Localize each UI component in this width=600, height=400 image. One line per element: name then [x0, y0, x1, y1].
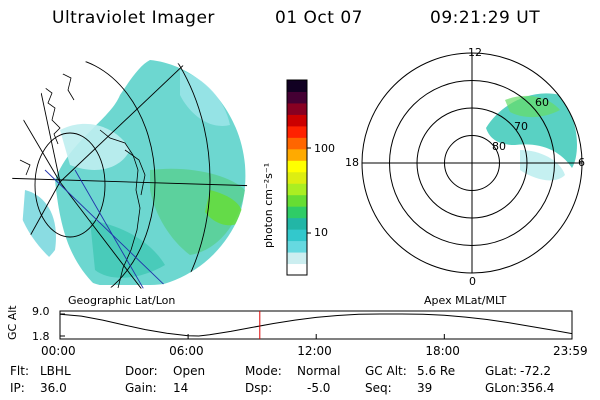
polar-label-left: 18 — [345, 156, 359, 169]
colorbar-tick-10: 10 — [314, 226, 328, 239]
satellite-track — [44, 169, 181, 289]
polar-lat-60: 60 — [535, 96, 549, 109]
colorbar-swatch — [287, 114, 307, 127]
footer-label: Seq: — [365, 381, 392, 395]
footer-value: 39 — [417, 381, 433, 395]
footer-label: Door: — [125, 364, 158, 378]
geographic-caption: Geographic Lat/Lon — [68, 294, 176, 307]
x-tick-label: 06:00 — [169, 344, 204, 358]
apex-caption: Apex MLat/MLT — [424, 294, 507, 307]
colorbar-tick-100: 100 — [314, 142, 335, 155]
orbit-plot — [59, 310, 573, 340]
x-tick-label: 18:00 — [425, 344, 460, 358]
colorbar-unit-label: photon cm⁻²s⁻¹ — [262, 162, 275, 248]
colorbar-swatch — [287, 252, 307, 265]
colorbar-swatch — [287, 194, 307, 207]
footer-value: LBHL — [40, 364, 71, 378]
footer-label: Flt: — [10, 364, 29, 378]
date-label: 01 Oct 07 — [275, 8, 363, 28]
colorbar-swatch — [287, 229, 307, 242]
time-label: 09:21:29 UT — [430, 8, 541, 28]
colorbar-swatch — [287, 148, 307, 161]
colorbar-swatch — [287, 183, 307, 196]
colorbar-swatch — [287, 91, 307, 104]
x-tick-label: 12:00 — [297, 344, 332, 358]
orbit-ytick-bottom: 1.8 — [32, 330, 50, 343]
colorbar-swatch — [287, 240, 307, 253]
footer-value: 5.6 Re — [417, 364, 456, 378]
polar-label-bottom: 0 — [469, 275, 476, 288]
orbit-ylabel: GC Alt — [6, 305, 19, 340]
colorbar-swatch — [287, 263, 307, 276]
footer-value: 356.4 — [520, 381, 555, 395]
colorbar-frame — [286, 79, 308, 276]
footer-value: -5.0 — [307, 381, 331, 395]
colorbar-swatch — [287, 137, 307, 150]
y-tick-marks — [60, 313, 65, 337]
footer-value: -72.2 — [520, 364, 552, 378]
footer-label: GLat: — [485, 364, 518, 378]
polar-plot — [361, 52, 583, 274]
colorbar-swatch — [287, 171, 307, 184]
app-title: Ultraviolet Imager — [52, 8, 215, 28]
footer-value: 14 — [173, 381, 189, 395]
gc-alt-series-line — [60, 313, 572, 337]
footer-value: Normal — [297, 364, 341, 378]
footer-label: GC Alt: — [365, 364, 407, 378]
colorbar-swatch — [287, 102, 307, 115]
x-tick-label: 00:00 — [41, 344, 76, 358]
colorbar-swatch — [287, 160, 307, 173]
footer-label: IP: — [10, 381, 25, 395]
footer-label: Mode: — [245, 364, 282, 378]
polar-lat-70: 70 — [514, 120, 528, 133]
footer-value: Open — [173, 364, 206, 378]
orbit-ytick-top: 9.0 — [32, 305, 50, 318]
footer-label: GLon: — [485, 381, 520, 395]
polar-lat-80: 80 — [492, 140, 506, 153]
colorbar-swatch — [287, 217, 307, 230]
footer-label: Dsp: — [245, 381, 273, 395]
footer-value: 36.0 — [40, 381, 67, 395]
colorbar — [286, 79, 311, 276]
colorbar-swatch — [287, 125, 307, 138]
colorbar-swatch — [287, 80, 307, 92]
x-tick-label: 23:59 — [553, 344, 588, 358]
polar-label-right: 6 — [578, 156, 585, 169]
colorbar-swatch — [287, 206, 307, 219]
footer-label: Gain: — [125, 381, 157, 395]
polar-label-top: 12 — [468, 46, 482, 59]
